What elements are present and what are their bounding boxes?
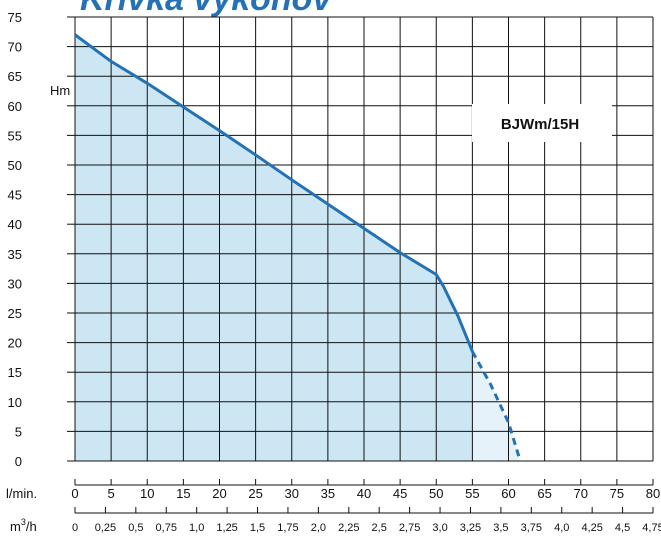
x-secondary-tick-label: 1,75 — [277, 522, 298, 534]
y-tick-label: 70 — [8, 40, 22, 55]
x-secondary-tick-label: 4,5 — [615, 522, 630, 534]
x-primary-tick-label: 5 — [108, 486, 115, 501]
x-secondary-tick-label: 1,25 — [216, 522, 237, 534]
x-primary-tick-label: 55 — [465, 486, 479, 501]
y-tick-label: 60 — [8, 99, 22, 114]
x-secondary-tick-label: 0 — [72, 522, 78, 534]
x-secondary-tick-label: 4,25 — [581, 522, 602, 534]
x-secondary-tick-label: 0,5 — [128, 522, 143, 534]
y-tick-label: 40 — [8, 217, 22, 232]
y-tick-label: 75 — [8, 10, 22, 25]
y-tick-label: 15 — [8, 365, 22, 380]
x-primary-tick-label: 0 — [71, 486, 78, 501]
model-label-box — [472, 104, 612, 142]
x-primary-tick-label: 50 — [429, 486, 443, 501]
y-tick-label: 0 — [15, 454, 22, 469]
y-axis-label: Hm — [50, 83, 70, 98]
y-tick-labels: 0 5 10 15 20 25 30 35 40 45 50 55 60 65 70 75 — [8, 10, 22, 469]
chart-title: Krivka výkonov — [80, 0, 333, 18]
x-primary-tick-label: 70 — [574, 486, 588, 501]
y-tick-label: 35 — [8, 247, 22, 262]
x-secondary-tick-label: 4,0 — [554, 522, 569, 534]
y-tick-label: 10 — [8, 395, 22, 410]
y-tick-label: 25 — [8, 306, 22, 321]
x-primary-tick-label: 10 — [140, 486, 154, 501]
x-primary-tick-label: 15 — [176, 486, 190, 501]
curve-layer — [74, 33, 521, 459]
x-secondary-axis-label-tail: /h — [26, 519, 37, 534]
x-secondary-tick-label: 3,0 — [432, 522, 447, 534]
x-secondary-tick-label: 2,25 — [338, 522, 359, 534]
x-secondary-tick-label: 0,25 — [95, 522, 116, 534]
x-secondary-tick-label: 4,75 — [642, 522, 661, 534]
y-tick-label: 20 — [8, 336, 22, 351]
x-secondary-axis-label-sup: 3 — [21, 517, 26, 527]
x-primary-tick-label: 60 — [501, 486, 515, 501]
fill-layer — [75, 34, 520, 461]
y-tick-label: 55 — [8, 128, 22, 143]
y-tick-label: 65 — [8, 69, 22, 84]
x-primary-axis-label: l/min. — [6, 486, 37, 501]
x-secondary-tick-label: 3,5 — [493, 522, 508, 534]
y-tick-label: 5 — [15, 424, 22, 439]
x-secondary-tick-label: 1,0 — [189, 522, 204, 534]
y-tick-label: 45 — [8, 188, 22, 203]
x-secondary-tick-label: 2,5 — [372, 522, 387, 534]
extension-fill — [472, 351, 520, 461]
x-tick-labels: 0 5 10 15 20 25 30 35 40 45 50 55 60 65 70 75 80 0 0,25 0,5… — [71, 479, 661, 534]
model-label: BJWm/15H — [501, 116, 579, 133]
performance-curve — [74, 33, 474, 353]
x-secondary-tick-label: 2,0 — [311, 522, 326, 534]
x-secondary-axis-label: m3/h — [10, 517, 37, 534]
x-secondary-axis-label-main: m — [10, 519, 21, 534]
x-primary-tick-label: 75 — [610, 486, 624, 501]
x-secondary-tick-label: 3,75 — [521, 522, 542, 534]
x-primary-tick-label: 30 — [285, 486, 299, 501]
x-secondary-tick-label: 0,75 — [156, 522, 177, 534]
x-secondary-tick-label: 2,75 — [399, 522, 420, 534]
grid — [67, 16, 654, 462]
x-primary-tick-label: 40 — [357, 486, 371, 501]
x-primary-tick-label: 80 — [646, 486, 660, 501]
y-tick-label: 50 — [8, 158, 22, 173]
x-primary-tick-label: 35 — [321, 486, 335, 501]
x-primary-tick-label: 20 — [212, 486, 226, 501]
x-secondary-tick-label: 3,25 — [460, 522, 481, 534]
x-secondary-tick-label: 1,5 — [250, 522, 265, 534]
x-primary-tick-label: 45 — [393, 486, 407, 501]
x-primary-tick-label: 65 — [537, 486, 551, 501]
area-fill — [75, 34, 473, 461]
y-tick-label: 30 — [8, 276, 22, 291]
x-primary-tick-label: 25 — [248, 486, 262, 501]
performance-curve-extension — [471, 350, 521, 459]
